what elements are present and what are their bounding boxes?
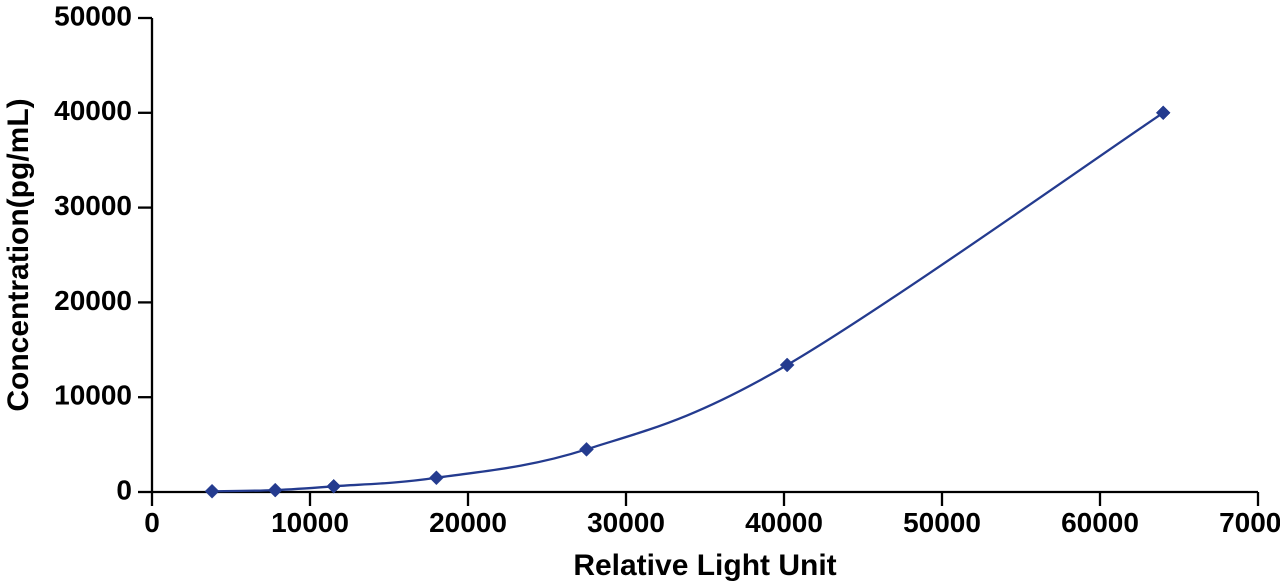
y-axis-title: Concentration(pg/mL) [2,98,35,411]
concentration-vs-rlu-chart: 0 10000 20000 30000 40000 50000 0 10000 20000 300… [0,0,1280,587]
x-tick-label: 60000 [1061,507,1139,538]
y-tick-label: 30000 [54,190,132,221]
x-tick-label: 30000 [587,507,665,538]
x-tick-label: 20000 [429,507,507,538]
x-axis-title: Relative Light Unit [573,549,836,582]
x-tick-label: 10000 [271,507,349,538]
y-tick-label: 50000 [54,0,132,31]
x-tick-label: 40000 [745,507,823,538]
y-tick-label: 0 [116,474,132,505]
y-tick-label: 10000 [54,380,132,411]
x-tick-label: 0 [144,507,160,538]
y-tick-label: 20000 [54,285,132,316]
x-tick-label: 50000 [903,507,981,538]
y-tick-label: 40000 [54,95,132,126]
x-tick-label: 70000 [1219,507,1280,538]
